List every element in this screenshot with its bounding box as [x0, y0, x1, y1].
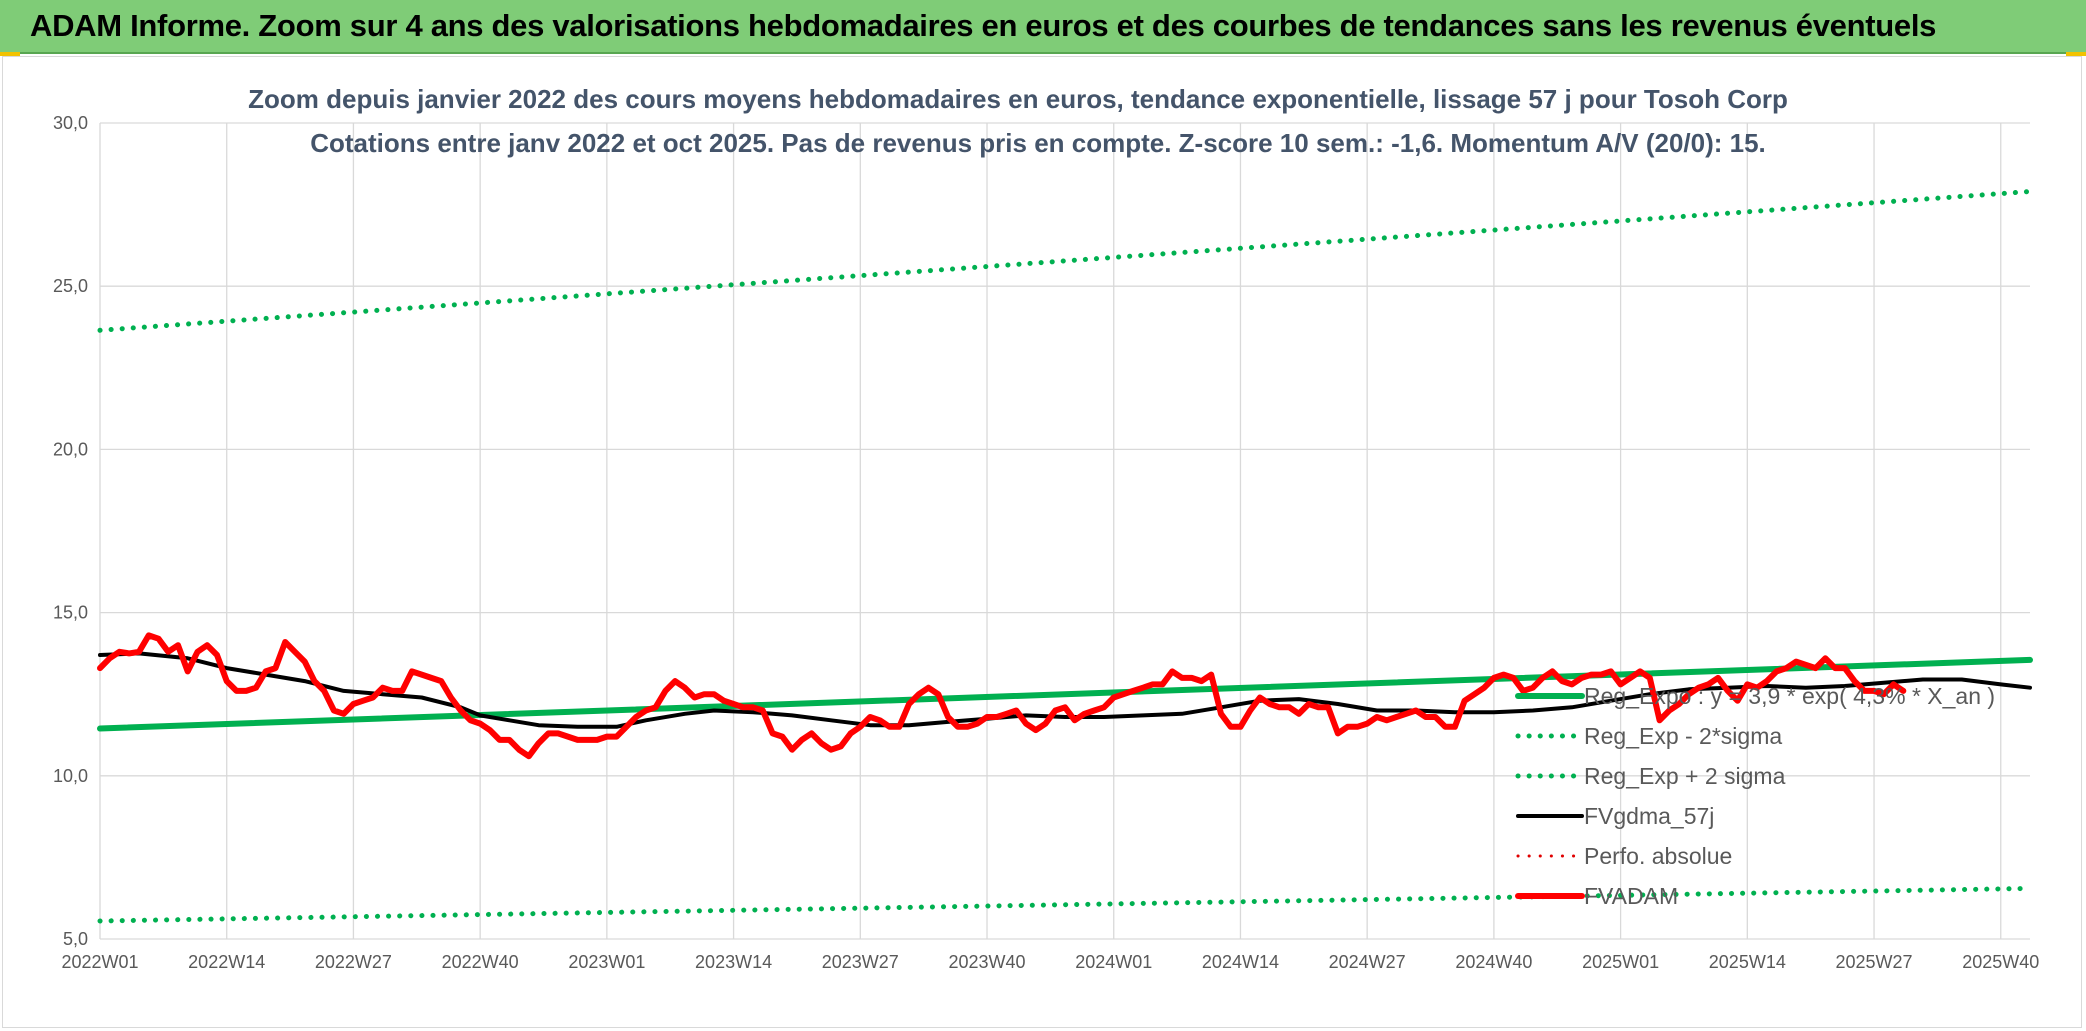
y-tick-label: 15,0 — [53, 603, 88, 623]
x-tick-label: 2023W01 — [568, 952, 645, 972]
chart-subtitle: Cotations entre janv 2022 et oct 2025. P… — [310, 128, 1766, 158]
x-tick-label: 2022W14 — [188, 952, 265, 972]
legend-label: Reg_Exp + 2 sigma — [1584, 763, 1786, 789]
series-line-2 — [97, 189, 2033, 333]
corner-mark-right — [2066, 52, 2086, 56]
chart-title: Zoom depuis janvier 2022 des cours moyen… — [248, 84, 1788, 114]
legend-label: Perfo. absolue — [1584, 843, 1732, 869]
x-axis-ticks: 2022W01 2022W14 2022W27 2022W40 2023W01 2023W… — [61, 952, 2039, 972]
legend-label: FVADAM — [1584, 883, 1678, 909]
y-tick-label: 20,0 — [53, 439, 88, 459]
x-tick-label: 2023W14 — [695, 952, 772, 972]
x-tick-label: 2025W01 — [1582, 952, 1659, 972]
y-tick-label: 10,0 — [53, 766, 88, 786]
x-tick-label: 2022W27 — [315, 952, 392, 972]
x-tick-label: 2024W27 — [1329, 952, 1406, 972]
x-tick-label: 2025W40 — [1962, 952, 2039, 972]
corner-mark-left — [0, 52, 20, 56]
y-tick-label: 5,0 — [63, 929, 88, 949]
x-tick-label: 2023W27 — [822, 952, 899, 972]
legend-label: Reg_Exp - 2*sigma — [1584, 723, 1782, 749]
x-tick-label: 2025W27 — [1836, 952, 1913, 972]
grid-lines — [99, 122, 2030, 940]
report-banner: ADAM Informe. Zoom sur 4 ans des valoris… — [0, 0, 2086, 54]
x-tick-label: 2022W40 — [442, 952, 519, 972]
y-axis-ticks: 5,0 10,0 15,0 20,0 25,0 30,0 — [53, 113, 88, 949]
chart-frame — [2, 56, 2082, 1028]
legend-label: FVgdma_57j — [1584, 803, 1714, 829]
x-tick-label: 2024W01 — [1075, 952, 1152, 972]
series-lines — [97, 189, 2033, 924]
x-tick-label: 2023W40 — [948, 952, 1025, 972]
series-line-3 — [98, 651, 2032, 729]
series-line-0 — [97, 656, 2033, 732]
x-tick-label: 2024W14 — [1202, 952, 1279, 972]
x-tick-label: 2022W01 — [61, 952, 138, 972]
y-tick-label: 25,0 — [53, 276, 88, 296]
x-tick-label: 2025W14 — [1709, 952, 1786, 972]
x-tick-label: 2024W40 — [1455, 952, 1532, 972]
report-title: ADAM Informe. Zoom sur 4 ans des valoris… — [30, 8, 1937, 43]
legend-label: Reg_Expo : y = 3,9 * exp( 4,3% * X_an ) — [1584, 683, 1995, 709]
series-line-1 — [97, 885, 2033, 924]
chart-legend: Reg_Expo : y = 3,9 * exp( 4,3% * X_an ) R… — [1515, 683, 1995, 909]
y-tick-label: 30,0 — [53, 113, 88, 133]
series-line-5 — [97, 632, 1907, 760]
